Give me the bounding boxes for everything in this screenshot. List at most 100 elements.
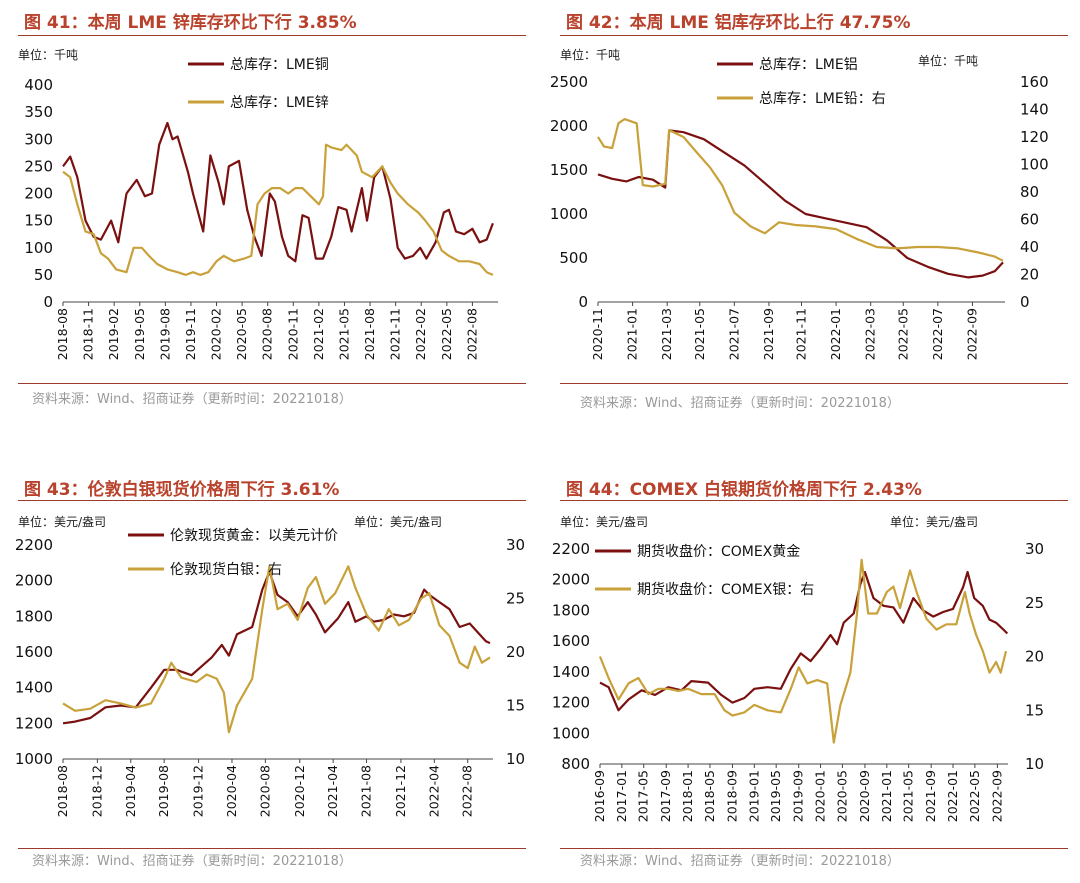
x-tick-label: 2019-05 (768, 770, 783, 822)
legend-label: 总库存：LME铝 (759, 57, 858, 73)
legend-label: 总库存：LME铜 (230, 57, 329, 73)
legend-label: 总库存：LME铅：右 (759, 91, 886, 107)
source-rule (560, 848, 1068, 849)
y-tick-label: 2200 (552, 540, 590, 558)
x-tick-label: 2019-11 (183, 308, 198, 360)
y2-tick-label: 160 (1020, 73, 1049, 91)
y-tick-label: 1000 (15, 750, 53, 768)
x-tick-label: 2022-07 (930, 308, 945, 360)
chart-plot: 0 50 100 150 200 250 300 350 400 2018-08 2018-11 20… (24, 57, 498, 360)
chart-title: 图 42：本周 LME 铝库存环比上行 47.75% (566, 13, 911, 33)
x-tick-label: 2021-01 (879, 770, 894, 822)
y-tick-label: 100 (24, 239, 53, 257)
y-tick-label: 1000 (552, 724, 590, 742)
y-tick-label: 2500 (550, 73, 588, 91)
x-tick-label: 2019-08 (157, 308, 172, 360)
legend-label: 期货收盘价：COMEX银：右 (637, 581, 814, 598)
x-tick-label: 2021-12 (393, 765, 408, 817)
y-tick-label: 0 (43, 293, 53, 311)
y2-tick-label: 10 (1025, 755, 1044, 773)
title-rule (18, 500, 526, 501)
x-tick-label: 2021-05 (336, 308, 351, 360)
x-tick-label: 2020-01 (813, 770, 828, 822)
x-tick-label: 2021-02 (311, 308, 326, 360)
x-tick-label: 2017-09 (658, 770, 673, 822)
y-tick-label: 1600 (15, 643, 53, 661)
unit-left: 单位：千吨 (560, 48, 621, 62)
y-tick-label: 2000 (552, 571, 590, 589)
x-tick-label: 2021-08 (359, 765, 374, 817)
x-tick-label: 2022-08 (460, 765, 475, 817)
chart-panel-42: 图 42：本周 LME 铝库存环比上行 47.75% 单位：千吨 单位：千吨 0… (550, 0, 1070, 411)
y-tick-label: 300 (24, 130, 53, 148)
source-note: 资料来源：Wind、招商证券（更新时间：20221018） (580, 396, 900, 411)
unit-right: 单位：美元/盎司 (890, 515, 979, 529)
legend-label: 伦敦现货白银：右 (170, 561, 282, 578)
chart-plot: 0 500 1000 1500 2000 2500 0 20 40 60 80 100 120 140 16… (550, 57, 1049, 360)
y-tick-label: 2000 (550, 117, 588, 135)
y2-tick-label: 10 (506, 750, 525, 768)
y-tick-label: 250 (24, 157, 53, 175)
x-tick-label: 2020-11 (285, 308, 300, 360)
x-tick-label: 2018-08 (55, 765, 70, 817)
x-tick-label: 2018-09 (724, 770, 739, 822)
x-tick-label: 2022-09 (964, 308, 979, 360)
x-tick-label: 2018-11 (81, 308, 96, 360)
y-tick-label: 1600 (552, 632, 590, 650)
y-tick-label: 800 (561, 755, 590, 773)
y-tick-label: 1200 (15, 714, 53, 732)
chart-panel-43: 图 43：伦敦白银现货价格周下行 3.61% 单位：美元/盎司 单位：美元/盎司… (8, 467, 528, 877)
x-tick-label: 2019-04 (123, 765, 138, 817)
y2-tick-label: 0 (1020, 293, 1030, 311)
title-rule (18, 35, 526, 36)
y-tick-label: 1400 (552, 663, 590, 681)
unit-left: 单位：美元/盎司 (560, 515, 649, 529)
series-line-2 (597, 118, 1004, 262)
x-tick-label: 2022-04 (426, 765, 441, 817)
y-tick-label: 1500 (550, 161, 588, 179)
source-note: 资料来源：Wind、招商证券（更新时间：20221018） (32, 854, 352, 869)
chart-panel-41: 图 41：本周 LME 锌库存环比下行 3.85% 单位：千吨 0 50 100 15… (8, 0, 528, 410)
chart-title: 图 41：本周 LME 锌库存环比下行 3.85% (24, 13, 357, 33)
y-tick-label: 1400 (15, 679, 53, 697)
y2-tick-label: 40 (1020, 238, 1039, 256)
series-line-2 (62, 143, 494, 276)
x-tick-label: 2022-09 (989, 770, 1004, 822)
y-tick-label: 2000 (15, 572, 53, 590)
x-tick-label: 2019-12 (191, 765, 206, 817)
y2-tick-label: 100 (1020, 156, 1049, 174)
x-tick-label: 2017-05 (636, 770, 651, 822)
y2-tick-label: 20 (506, 643, 525, 661)
y-tick-label: 50 (34, 266, 53, 284)
x-tick-label: 2022-01 (945, 770, 960, 822)
x-tick-label: 2017-01 (614, 770, 629, 822)
series-line-1 (597, 129, 1004, 279)
x-tick-label: 2021-08 (362, 308, 377, 360)
unit-left: 单位：千吨 (18, 48, 79, 62)
x-tick-label: 2022-03 (863, 308, 878, 360)
x-tick-label: 2019-02 (106, 308, 121, 360)
unit-right: 单位：美元/盎司 (354, 515, 443, 529)
unit-right: 单位：千吨 (918, 54, 979, 68)
x-tick-label: 2021-11 (388, 308, 403, 360)
x-tick-label: 2021-04 (325, 765, 340, 817)
x-tick-label: 2022-02 (413, 308, 428, 360)
x-tick-label: 2020-08 (257, 765, 272, 817)
y-tick-label: 0 (578, 293, 588, 311)
x-tick-label: 2021-07 (726, 308, 741, 360)
y2-tick-label: 30 (1025, 540, 1044, 558)
y2-tick-label: 20 (1020, 266, 1039, 284)
x-tick-label: 2020-12 (292, 765, 307, 817)
x-tick-label: 2022-05 (439, 308, 454, 360)
y-tick-label: 1800 (15, 607, 53, 625)
x-tick-label: 2021-09 (923, 770, 938, 822)
y2-tick-label: 80 (1020, 183, 1039, 201)
series-line-1 (62, 121, 494, 263)
x-tick-label: 2021-11 (794, 308, 809, 360)
source-rule (18, 383, 526, 384)
y2-tick-label: 25 (1025, 594, 1044, 612)
y-tick-label: 1000 (550, 205, 588, 223)
y2-tick-label: 140 (1020, 101, 1049, 119)
y2-tick-label: 15 (506, 697, 525, 715)
x-tick-label: 2020-04 (224, 765, 239, 817)
